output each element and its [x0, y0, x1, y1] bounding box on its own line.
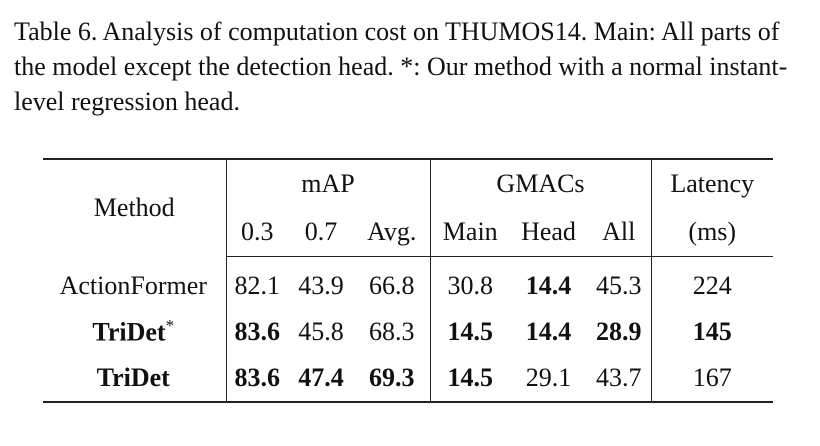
method-name: TriDet: [96, 363, 170, 392]
header-method: Method: [93, 193, 175, 223]
value-cell: 47.4: [298, 363, 344, 392]
value-cell: 83.6: [225, 309, 288, 355]
value-cell: 167: [650, 355, 773, 401]
header-latency: Latency: [650, 160, 773, 207]
header-gmacs-all: All: [587, 207, 651, 257]
value-cell: 14.5: [429, 355, 510, 401]
header-latency-unit: (ms): [650, 207, 773, 257]
method-cell: TriDet*: [43, 309, 226, 355]
value-cell: 145: [650, 309, 773, 355]
value-cell: 45.8: [298, 317, 344, 346]
value-cell: 68.3: [369, 317, 415, 346]
value-cell: 28.9: [596, 317, 642, 346]
table-caption: Table 6. Analysis of computation cost on…: [14, 17, 788, 116]
table-row: ActionFormer 82.1 43.9 66.8 30.8 14.4 45.3 224: [43, 256, 773, 310]
value-cell: 82.1: [225, 256, 288, 309]
results-table: Method mAP GMACs Latency 0.3 0.7 Avg. Ma…: [43, 158, 773, 403]
method-cell: TriDet: [43, 355, 226, 401]
value-cell: 83.6: [225, 355, 288, 401]
value-cell: 14.5: [429, 309, 510, 355]
value-cell: 69.3: [369, 363, 415, 392]
table-row: TriDet* 83.6 45.8 68.3 14.5 14.4 28.9 145: [43, 309, 773, 355]
value-cell: 224: [650, 256, 773, 309]
header-gmacs-main: Main: [429, 207, 510, 257]
header-gmacs-head: Head: [510, 207, 587, 257]
method-name: TriDet: [92, 317, 166, 347]
method-star: *: [165, 316, 175, 336]
value-cell: 30.8: [429, 256, 510, 309]
value-cell: 66.8: [369, 271, 415, 300]
header-map-03: 0.3: [225, 207, 288, 257]
value-cell: 43.7: [596, 363, 642, 392]
method-name: ActionFormer: [59, 270, 207, 300]
value-cell: 45.3: [596, 271, 642, 300]
value-cell: 29.1: [525, 363, 572, 392]
header-map-07: 0.7: [288, 207, 354, 257]
value-cell: 14.4: [525, 271, 572, 300]
value-cell: 14.4: [525, 317, 572, 346]
header-map-avg: Avg.: [354, 207, 430, 257]
header-gmacs: GMACs: [429, 160, 651, 207]
table-row: TriDet 83.6 47.4 69.3 14.5 29.1 43.7 167: [43, 355, 773, 401]
value-cell: 43.9: [298, 271, 344, 300]
method-cell: ActionFormer: [43, 257, 226, 310]
header-map: mAP: [225, 160, 430, 207]
